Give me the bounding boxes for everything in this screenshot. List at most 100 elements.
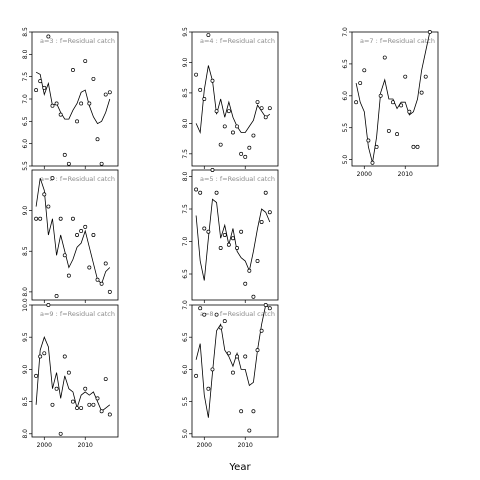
observed-point bbox=[214, 312, 219, 317]
observed-point bbox=[263, 115, 268, 120]
fitted-line bbox=[35, 71, 111, 125]
observed-point bbox=[107, 412, 112, 417]
y-tick-label: 5.5 bbox=[342, 123, 349, 133]
fitted-line bbox=[195, 304, 271, 418]
y-tick-label: 6.5 bbox=[182, 269, 189, 279]
observed-point bbox=[87, 101, 92, 106]
y-tick-label: 8.0 bbox=[22, 49, 29, 59]
observed-point bbox=[218, 325, 223, 330]
observed-point bbox=[194, 187, 199, 192]
panel-strip-label: a=9 : f=Residual catch bbox=[40, 310, 115, 318]
panel-frame bbox=[191, 304, 279, 438]
observed-point bbox=[419, 90, 424, 95]
y-tick-label: 8.5 bbox=[22, 246, 29, 256]
observed-point bbox=[206, 229, 211, 234]
observed-point bbox=[54, 101, 59, 106]
observed-point bbox=[214, 109, 219, 114]
observed-point bbox=[362, 68, 367, 73]
observed-point bbox=[95, 277, 100, 282]
observed-point bbox=[99, 409, 104, 414]
observed-point bbox=[198, 87, 203, 92]
observed-point bbox=[386, 128, 391, 133]
observed-point bbox=[259, 220, 264, 224]
observed-point bbox=[395, 132, 399, 137]
y-tick-label: 9.5 bbox=[182, 27, 189, 37]
y-tick-label: 9.5 bbox=[22, 332, 29, 342]
observed-point bbox=[34, 216, 39, 221]
observed-point bbox=[198, 190, 203, 195]
observed-point bbox=[378, 93, 383, 98]
panel-strip-label: a=3 : f=Residual catch bbox=[40, 37, 115, 45]
y-tick-label: 9.0 bbox=[22, 364, 29, 374]
y-tick-label: 8.0 bbox=[22, 287, 29, 297]
observed-point bbox=[58, 216, 63, 221]
observed-point bbox=[194, 72, 199, 77]
observed-point bbox=[42, 192, 47, 197]
fitted-line bbox=[195, 198, 271, 281]
observed-point bbox=[259, 106, 264, 111]
observed-point bbox=[95, 137, 100, 142]
observed-point bbox=[79, 406, 84, 410]
observed-point bbox=[75, 233, 80, 237]
observed-point bbox=[42, 351, 47, 356]
y-tick-label: 8.0 bbox=[22, 429, 29, 439]
observed-point bbox=[83, 59, 88, 63]
observed-point bbox=[202, 97, 207, 101]
fitted-line bbox=[35, 177, 111, 285]
x-tick-label: 2000 bbox=[357, 171, 372, 178]
observed-point bbox=[42, 85, 47, 90]
observed-point bbox=[34, 373, 39, 378]
panel-strip-label: a=5 : f=Residual catch bbox=[200, 175, 275, 183]
observed-point bbox=[54, 386, 59, 391]
panel: a=8 : f=Residual catch 5.0 5.5 6.0 6.5 7.0 200… bbox=[182, 300, 279, 449]
observed-point bbox=[415, 144, 420, 149]
panel-frame bbox=[31, 31, 119, 167]
observed-point bbox=[103, 92, 108, 97]
observed-point bbox=[230, 370, 235, 375]
panel-frame bbox=[31, 304, 119, 438]
y-tick-label: 6.0 bbox=[182, 364, 189, 374]
panel: a=5 : f=Residual catch 6.5 7.0 7.5 8.0 bbox=[182, 168, 279, 303]
observed-point bbox=[255, 259, 260, 263]
observed-point bbox=[354, 100, 359, 105]
y-tick-label: 9.0 bbox=[22, 206, 29, 216]
y-tick-label: 7.0 bbox=[182, 237, 189, 247]
observed-point bbox=[411, 144, 416, 149]
observed-point bbox=[247, 145, 252, 150]
observed-point bbox=[198, 306, 203, 311]
y-tick-label: 8.5 bbox=[22, 397, 29, 407]
observed-point bbox=[239, 409, 244, 414]
observed-point bbox=[62, 354, 67, 359]
observed-point bbox=[366, 138, 371, 143]
observed-point bbox=[251, 409, 256, 414]
y-tick-label: 9.0 bbox=[182, 58, 189, 68]
observed-point bbox=[239, 229, 244, 234]
observed-point bbox=[202, 312, 207, 317]
observed-point bbox=[107, 289, 112, 294]
observed-point bbox=[107, 90, 112, 95]
panel-strip-label: a=4 : f=Residual catch bbox=[200, 37, 275, 45]
y-tick-label: 5.5 bbox=[22, 161, 29, 171]
observed-point bbox=[214, 190, 219, 195]
observed-point bbox=[230, 236, 235, 241]
observed-point bbox=[194, 373, 199, 378]
y-tick-label: 6.5 bbox=[342, 59, 349, 69]
panel-frame bbox=[351, 31, 439, 167]
panel: a=7 : f=Residual catch 5.0 5.5 6.0 6.5 7.0 200… bbox=[342, 27, 439, 178]
observed-point bbox=[50, 103, 55, 108]
observed-point bbox=[251, 133, 256, 138]
observed-point bbox=[66, 273, 71, 278]
observed-point bbox=[50, 402, 55, 407]
y-tick-label: 6.5 bbox=[182, 332, 189, 342]
observed-point bbox=[62, 152, 67, 157]
observed-point bbox=[255, 100, 260, 105]
observed-point bbox=[99, 281, 104, 286]
observed-point bbox=[83, 224, 88, 229]
observed-point bbox=[70, 399, 75, 404]
y-tick-label: 5.5 bbox=[182, 397, 189, 407]
panel-strip-label: a=2 : f=Residual catch bbox=[40, 175, 115, 183]
observed-point bbox=[243, 154, 248, 159]
y-tick-label: 6.5 bbox=[22, 116, 29, 126]
x-tick-label: 2000 bbox=[37, 442, 52, 449]
observed-point bbox=[259, 328, 264, 333]
